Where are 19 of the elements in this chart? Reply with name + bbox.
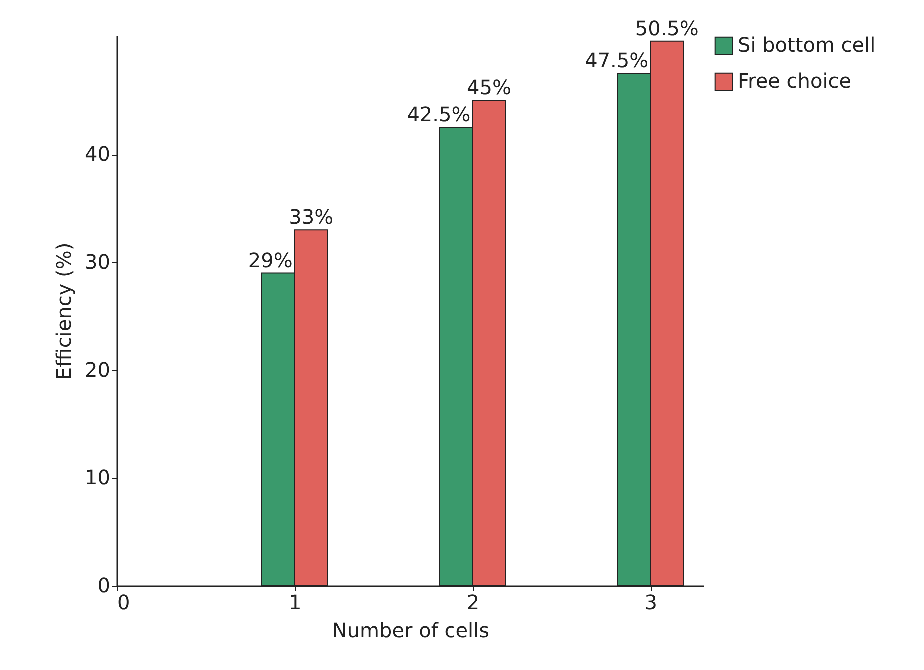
- x-tick-label: 3: [644, 590, 658, 614]
- legend-label: Free choice: [738, 69, 852, 93]
- y-tick-label: 30: [85, 250, 110, 274]
- y-tick-label: 10: [85, 466, 110, 490]
- y-tick-label: 20: [85, 358, 110, 382]
- data-label: 33%: [289, 205, 334, 230]
- x-tick-label: 0: [118, 590, 130, 614]
- y-tick-label: 0: [98, 574, 110, 598]
- data-label: 47.5%: [585, 48, 649, 73]
- data-label: 50.5%: [635, 16, 699, 40]
- data-label: 29%: [248, 248, 293, 272]
- y-axis-title: Efficiency (%): [52, 242, 76, 380]
- legend-label: Si bottom cell: [738, 33, 876, 57]
- y-tick-label: 40: [85, 142, 110, 166]
- data-label: 42.5%: [407, 102, 471, 127]
- data-label: 45%: [467, 76, 512, 100]
- x-axis-title: Number of cells: [332, 618, 490, 642]
- x-tick-label: 2: [466, 590, 480, 614]
- x-tick-label: 1: [289, 590, 302, 614]
